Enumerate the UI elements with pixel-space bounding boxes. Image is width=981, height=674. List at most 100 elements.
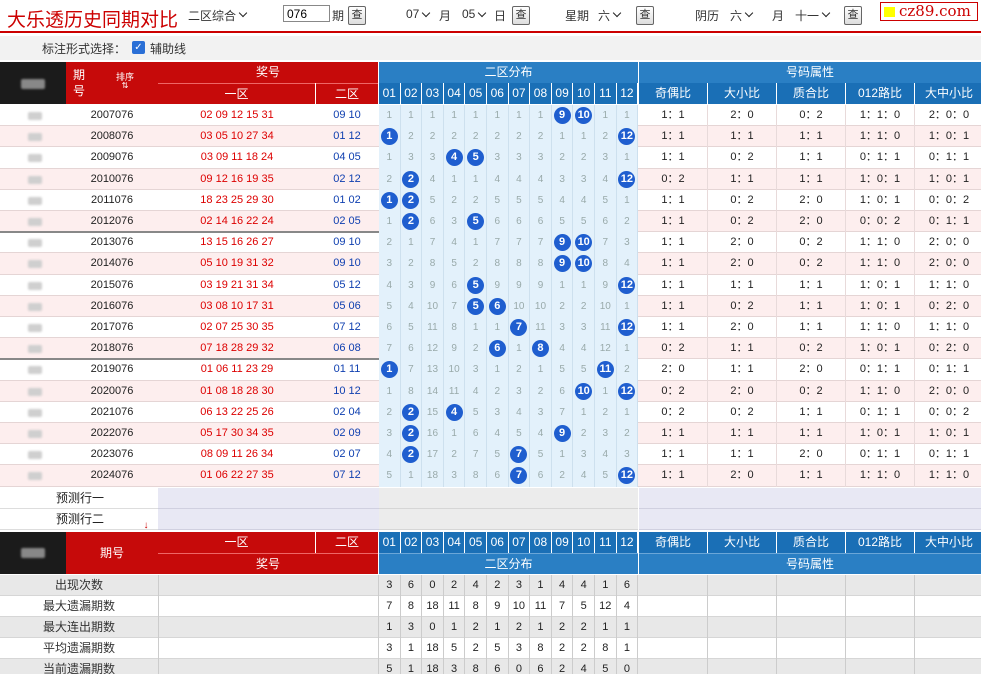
predict-row-label[interactable]: 预测行一	[55, 490, 104, 505]
weekday-label: 星期	[565, 9, 590, 23]
miss-count: 9	[422, 274, 444, 296]
footer-dist-col-10: 10	[573, 531, 594, 553]
weekday-select[interactable]: 六	[598, 7, 620, 24]
row-zone1: 01 08 18 28 30	[200, 384, 274, 397]
miss-count: 6	[401, 338, 423, 360]
page-title: 大乐透历史同期对比	[7, 9, 179, 31]
miss-count: 2	[617, 359, 639, 381]
row-thumb	[28, 112, 42, 120]
stat-row	[0, 637, 981, 659]
stat-value: 1	[401, 637, 423, 659]
site-logo[interactable]: cz89.com	[880, 2, 978, 21]
omit-value: 8	[472, 470, 479, 482]
ball-marker: 5	[467, 149, 485, 167]
row-thumb	[28, 324, 42, 332]
attr-col-0: 奇偶比	[639, 83, 707, 104]
footer-dist: 二区分布	[379, 552, 638, 574]
omit-value: 12	[426, 343, 439, 355]
query-button-weekday[interactable]: 查	[636, 6, 654, 25]
month-select[interactable]: 07	[406, 7, 429, 21]
row-zone2: 05 06	[333, 299, 361, 312]
miss-count: 1	[379, 105, 401, 127]
period-input[interactable]	[283, 5, 330, 22]
query-button-lunar[interactable]: 查	[844, 6, 862, 25]
row-period: 2020076	[90, 384, 134, 397]
miss-count: 5	[487, 444, 509, 466]
stat-prize-area	[158, 595, 379, 617]
ball-marker: 2	[402, 446, 420, 464]
hit-ball: 2	[401, 423, 423, 445]
row-attr: 1：1	[639, 465, 708, 487]
query-button-period[interactable]: 查	[348, 6, 366, 25]
omit-value: 6	[472, 428, 479, 439]
header-thumb-icon	[21, 79, 45, 89]
stat-value: 1	[617, 637, 639, 659]
miss-count: 3	[487, 401, 509, 423]
omit-value: 1	[602, 385, 609, 397]
omit-value: 1	[516, 110, 522, 121]
miss-count: 4	[379, 444, 401, 466]
omit-value: 1	[472, 110, 479, 121]
omit-value: 1	[494, 110, 501, 121]
miss-count: 6	[509, 211, 531, 233]
query-button-date[interactable]: 查	[512, 6, 530, 25]
dist-col-09: 09	[551, 83, 573, 104]
miss-count: 1	[617, 338, 639, 360]
stat-value: 1	[617, 616, 639, 638]
miss-count: 4	[509, 401, 531, 423]
miss-count: 2	[530, 380, 552, 402]
predict-row-label[interactable]: 预测行二	[55, 511, 104, 526]
stat-prize-area	[158, 616, 379, 638]
miss-count: 1	[444, 423, 466, 445]
miss-count: 2	[509, 359, 531, 381]
lunar-day-select[interactable]: 六	[730, 7, 752, 24]
lunar-label: 阴历	[695, 9, 720, 23]
miss-count: 1	[595, 380, 617, 402]
ball-marker: 7	[510, 467, 528, 485]
sort-arrows-icon[interactable]: ⇅	[121, 81, 129, 90]
stat-attr-cell	[915, 575, 981, 596]
miss-count: 1	[379, 147, 401, 169]
stat-value: 12	[595, 595, 617, 617]
miss-count: 6	[487, 465, 509, 487]
row-period: 2011076	[90, 193, 133, 206]
omit-value: 11	[600, 322, 611, 333]
row-attr: 1：0：1	[846, 168, 915, 190]
footer-dist-col-09: 09	[551, 531, 573, 553]
down-arrow-icon[interactable]: ↓	[143, 519, 149, 531]
omit-value: 4	[386, 279, 393, 291]
omit-value: 1	[537, 110, 544, 121]
lunar-month-select[interactable]: 十一	[795, 7, 829, 24]
predict-row-bg	[0, 508, 158, 530]
predict-dist-area[interactable]	[379, 508, 638, 530]
miss-count: 3	[465, 359, 487, 381]
row-attr: 0：1：1	[846, 147, 915, 169]
stat-value: 1	[487, 616, 509, 638]
row-attr: 1：0：1	[846, 295, 915, 317]
row-zone1: 05 10 19 31 32	[200, 257, 274, 270]
ball-marker: 1	[380, 128, 398, 146]
sort-label[interactable]: 排序	[115, 72, 134, 82]
dist-col-12: 12	[616, 83, 638, 104]
miss-count: 3	[595, 147, 617, 169]
hit-ball: 6	[487, 295, 509, 317]
predict-dist-area[interactable]	[379, 487, 638, 509]
day-select[interactable]: 05	[462, 7, 485, 21]
footer-dist-col-07: 07	[508, 531, 530, 553]
row-period: 2012076	[90, 215, 134, 227]
miss-count: 1	[552, 274, 574, 296]
aux-line-checkbox[interactable]: ✓	[132, 41, 145, 54]
row-attr: 0：1：1	[915, 359, 981, 380]
miss-count: 17	[422, 444, 444, 466]
hit-ball: 12	[617, 317, 639, 339]
omit-value: 4	[494, 173, 501, 185]
stat-prize-area	[158, 658, 379, 674]
omit-value: 2	[472, 343, 479, 355]
miss-count: 1	[595, 105, 617, 127]
row-attr: 0：2	[639, 380, 708, 402]
zone-select[interactable]: 二区综合	[188, 7, 246, 24]
omit-value: 8	[516, 258, 522, 270]
row-thumb	[28, 218, 42, 226]
ball-marker: 12	[618, 170, 636, 188]
attr-col-4: 大中小比	[915, 83, 981, 104]
